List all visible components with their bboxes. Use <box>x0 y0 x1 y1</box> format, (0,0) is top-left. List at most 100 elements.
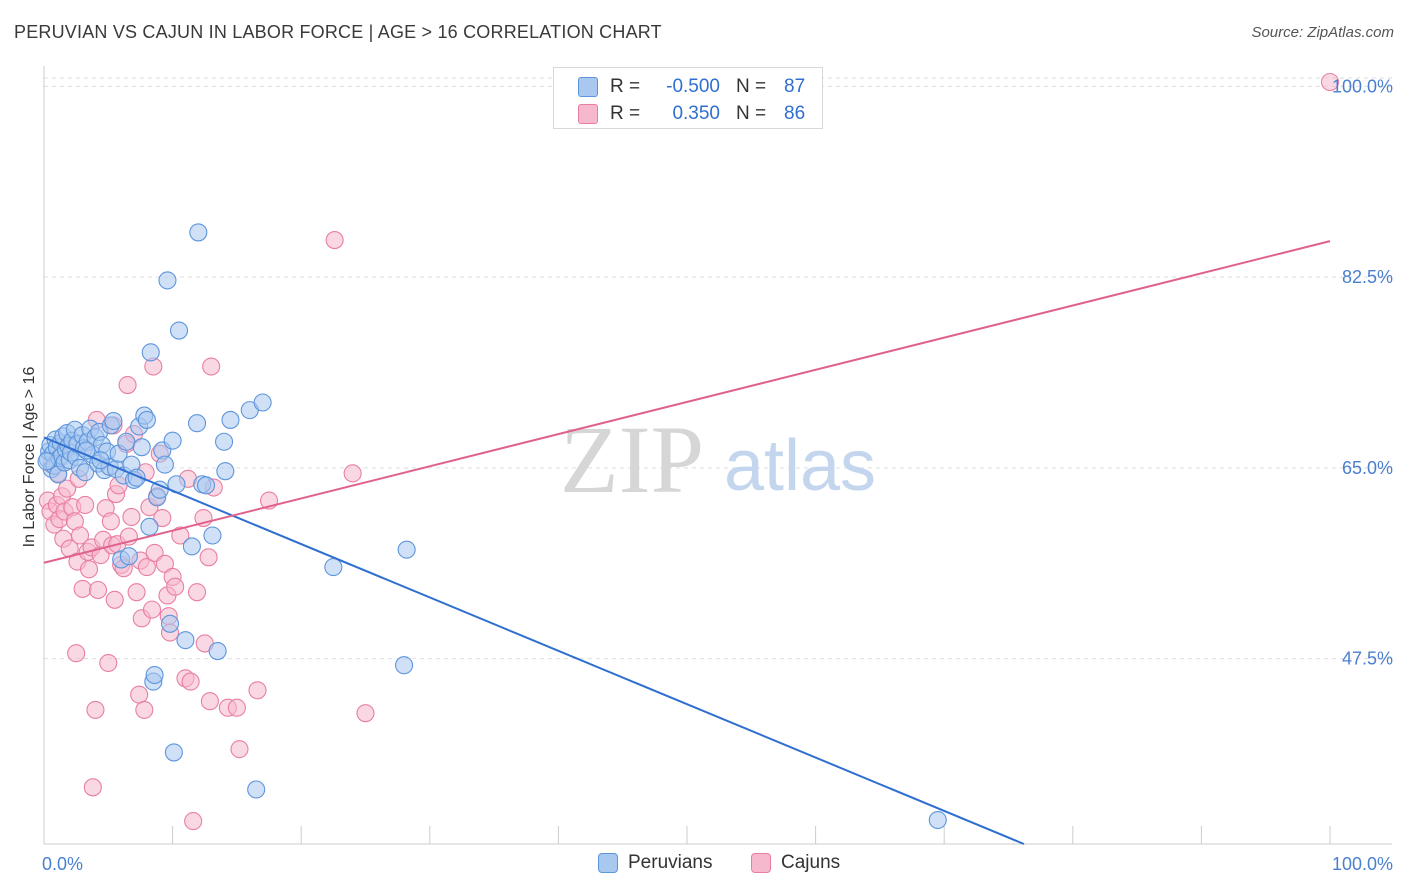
cajun-point <box>166 577 185 596</box>
x-tick-label: 100.0% <box>1332 854 1393 874</box>
cajun-point <box>88 580 108 600</box>
peruvian-point <box>140 517 159 536</box>
cajun-trend-line <box>43 240 1331 564</box>
peruvian-point <box>119 547 138 566</box>
cajun-point <box>137 558 156 577</box>
watermark: ZIP atlas <box>560 406 876 513</box>
chart-title: PERUVIAN VS CAJUN IN LABOR FORCE | AGE >… <box>14 22 662 42</box>
peruvian-point <box>189 223 208 242</box>
cajun-point <box>86 700 105 719</box>
cajun-point <box>118 376 137 395</box>
peruvian-point <box>145 665 164 685</box>
cajun-point <box>101 512 120 531</box>
peruvian-point <box>196 476 216 495</box>
cajun-point <box>356 704 375 723</box>
peruvian-point <box>397 540 416 559</box>
cajun-point <box>130 685 149 704</box>
peruvian-point <box>169 321 189 340</box>
y-tick-label: 65.0% <box>1342 458 1393 478</box>
cajun-point <box>202 357 221 376</box>
peruvian-point <box>395 656 414 675</box>
cajun-point <box>58 479 77 498</box>
peruvian-point <box>928 810 947 830</box>
cajun-point <box>99 653 118 673</box>
r-label: R = <box>610 103 641 124</box>
peruvian-point <box>137 410 156 429</box>
y-axis-label: In Labor Force | Age > 16 <box>21 367 38 548</box>
peruvian-point <box>132 438 151 457</box>
x-tick-label: 0.0% <box>42 854 83 874</box>
cajun-point <box>127 583 146 602</box>
peruvian-point <box>76 463 95 482</box>
peruvian-point <box>187 414 207 433</box>
trend-lines <box>43 240 1331 845</box>
cajun-point <box>70 526 90 545</box>
cajun-point <box>122 507 141 527</box>
peruvian-point <box>141 343 160 362</box>
cajun-point <box>76 495 95 515</box>
cajun-swatch <box>751 853 771 873</box>
peruvian-point <box>164 743 183 762</box>
cajun-point <box>184 812 203 831</box>
peruvian-point <box>203 526 222 545</box>
cajun-point <box>83 778 102 797</box>
peruvian-point <box>163 431 182 450</box>
correlation-legend: R = -0.500 N = 87 R = 0.350 N = 86 <box>553 67 823 129</box>
legend-label-peruvians: Peruvians <box>628 852 713 873</box>
cajun-point <box>248 681 267 700</box>
n-value: 86 <box>784 103 806 124</box>
peruvian-series <box>37 223 947 830</box>
cajun-point <box>73 579 92 598</box>
axis-labels: 47.5% 65.0% 82.5% 100.0% 0.0% 100.0% In Labor … <box>21 76 1393 874</box>
peruvian-point <box>216 462 235 481</box>
n-label: N = <box>736 103 767 124</box>
peruvian-point <box>208 641 227 661</box>
peruvian-point <box>160 614 180 633</box>
cajun-point <box>325 231 344 250</box>
cajun-point <box>200 692 219 711</box>
n-label: N = <box>736 76 767 97</box>
peruvian-swatch <box>578 77 598 97</box>
cajun-point <box>171 526 190 545</box>
watermark-atlas: atlas <box>724 426 876 506</box>
cajun-point <box>153 508 172 528</box>
cajun-point <box>1320 72 1340 92</box>
peruvian-point <box>104 411 123 431</box>
cajun-point <box>67 644 86 663</box>
y-tick-label: 47.5% <box>1342 649 1393 669</box>
axes <box>43 66 1392 845</box>
peruvian-point <box>253 393 272 412</box>
peruvian-point <box>117 432 136 451</box>
peruvian-point <box>214 432 234 451</box>
cajun-point <box>79 560 99 579</box>
cajun-point <box>187 583 207 602</box>
watermark-zip: ZIP <box>560 406 704 513</box>
y-tick-label: 100.0% <box>1332 76 1393 96</box>
cajun-point <box>142 600 162 619</box>
cajun-point <box>230 740 249 759</box>
n-value: 87 <box>784 76 806 97</box>
peruvian-point <box>155 455 174 474</box>
r-value: -0.500 <box>666 76 720 97</box>
cajun-point <box>199 548 218 567</box>
cajun-point <box>105 590 124 609</box>
peruvian-point <box>324 558 343 577</box>
cajun-point <box>135 700 154 719</box>
peruvian-point <box>158 271 177 290</box>
peruvian-point <box>182 537 201 556</box>
cajun-point <box>181 672 200 691</box>
cajun-point <box>343 464 362 483</box>
peruvian-point <box>247 780 266 799</box>
peruvian-swatch <box>598 853 618 873</box>
peruvian-point <box>221 410 240 429</box>
r-label: R = <box>610 76 641 97</box>
source-label: Source: ZipAtlas.com <box>1251 24 1394 41</box>
cajun-point <box>227 698 246 717</box>
y-tick-label: 82.5% <box>1342 267 1393 287</box>
cajun-swatch <box>578 104 598 124</box>
peruvian-point <box>176 631 195 650</box>
legend-label-cajuns: Cajuns <box>781 852 841 873</box>
peruvian-trend-line <box>43 436 1025 845</box>
peruvian-point <box>37 452 56 471</box>
